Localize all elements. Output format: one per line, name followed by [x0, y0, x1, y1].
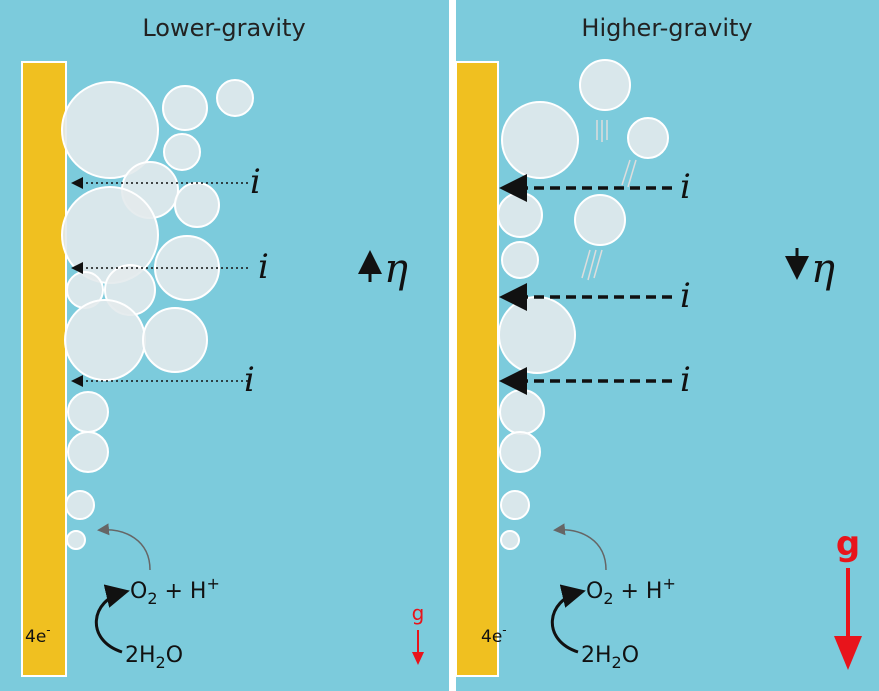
reactant: 2H2O [581, 643, 639, 672]
current-label: i [244, 360, 255, 400]
bubble [67, 531, 85, 549]
t: 2H [125, 643, 156, 668]
reaction-product: O2 + H+ [586, 574, 676, 608]
bubble [501, 531, 519, 549]
panel-title: Lower-gravity [142, 14, 305, 42]
bubble [217, 80, 253, 116]
bubble [502, 242, 538, 278]
t: O [130, 579, 147, 604]
bubble [500, 390, 544, 434]
electrons-base: 4e [481, 627, 502, 647]
bubble [500, 432, 540, 472]
t: 2 [156, 653, 166, 672]
gravity-label: g [836, 524, 860, 564]
bubble [68, 392, 108, 432]
overpotential: η [384, 246, 408, 292]
current-label: i [680, 360, 691, 400]
t: + H [158, 579, 207, 604]
t: + H [614, 579, 663, 604]
bubble [164, 134, 200, 170]
t: + [662, 574, 675, 593]
bubble [501, 491, 529, 519]
bubble [575, 195, 625, 245]
bubble [499, 297, 575, 373]
t: + [206, 574, 219, 593]
electrons-sup: - [46, 623, 50, 637]
current-label: i [250, 162, 261, 202]
bubble [498, 193, 542, 237]
t: 2 [603, 589, 613, 608]
t: O [166, 643, 183, 668]
t: 2 [612, 653, 622, 672]
bubble [163, 86, 207, 130]
electrons-base: 4e [25, 627, 46, 647]
diagram: Lower-gravityiiiη4e-O2 + H+2H2OgHigher-g… [0, 0, 879, 691]
bubble [65, 300, 145, 380]
bubble [175, 183, 219, 227]
overpotential: η [811, 246, 835, 292]
panel-title: Higher-gravity [581, 14, 752, 42]
bubble [580, 60, 630, 110]
electrode [456, 62, 498, 676]
bubble [66, 491, 94, 519]
t: 2H [581, 643, 612, 668]
bubble [143, 308, 207, 372]
electrode [22, 62, 66, 676]
reactant: 2H2O [125, 643, 183, 672]
bubble [68, 432, 108, 472]
electrons-sup: - [502, 623, 506, 637]
t: O [622, 643, 639, 668]
current-label: i [680, 167, 691, 207]
current-label: i [258, 247, 269, 287]
bubble [628, 118, 668, 158]
current-label: i [680, 276, 691, 316]
reaction-product: O2 + H+ [130, 574, 220, 608]
t: O [586, 579, 603, 604]
t: 2 [147, 589, 157, 608]
bubble [502, 102, 578, 178]
gravity-label: g [412, 601, 425, 625]
